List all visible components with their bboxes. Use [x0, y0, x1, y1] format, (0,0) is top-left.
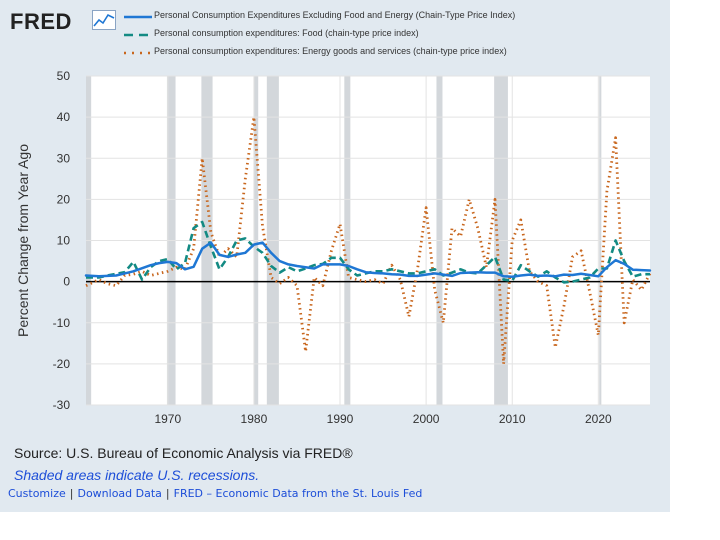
series-line-dotted — [85, 115, 652, 366]
legend-label: Personal Consumption Expenditures Exclud… — [154, 10, 516, 20]
download-data-link[interactable]: Download Data — [77, 487, 162, 500]
fred-logo[interactable]: FRED — [10, 9, 72, 34]
x-tick-label: 2010 — [499, 412, 526, 426]
legend-label: Personal consumption expenditures: Energ… — [154, 46, 507, 56]
source-note: Source: U.S. Bureau of Economic Analysis… — [14, 445, 353, 461]
x-tick-label: 2020 — [585, 412, 612, 426]
x-tick-label: 1970 — [154, 412, 181, 426]
y-axis-label: Percent Change from Year Ago — [15, 144, 31, 337]
chart-graph-icon — [92, 10, 116, 30]
legend-swatch-dashed — [124, 33, 152, 37]
series-line-solid — [84, 241, 652, 278]
x-tick-label: 1990 — [327, 412, 354, 426]
legend-swatch-solid — [124, 15, 152, 19]
link-separator: | — [69, 487, 74, 500]
y-tick-label: 50 — [57, 69, 71, 83]
y-tick-label: 20 — [57, 192, 71, 206]
fred-home-link[interactable]: FRED – Economic Data from the St. Louis … — [173, 487, 423, 500]
recession-note: Shaded areas indicate U.S. recessions. — [14, 467, 260, 483]
y-tick-label: 0 — [63, 275, 70, 289]
x-tick-label: 2000 — [413, 412, 440, 426]
y-tick-label: 40 — [57, 110, 71, 124]
y-tick-label: -10 — [53, 316, 71, 330]
x-tick-label: 1980 — [241, 412, 268, 426]
customize-link[interactable]: Customize — [8, 487, 66, 500]
y-tick-label: -30 — [53, 398, 71, 412]
legend-label: Personal consumption expenditures: Food … — [154, 28, 419, 38]
series-line-dashed — [86, 220, 650, 284]
y-tick-label: -20 — [53, 357, 71, 371]
footer-links: Customize | Download Data | FRED – Economic … — [8, 487, 422, 500]
y-tick-label: 30 — [57, 151, 71, 165]
y-tick-label: 10 — [57, 234, 71, 248]
link-separator: | — [165, 487, 170, 500]
